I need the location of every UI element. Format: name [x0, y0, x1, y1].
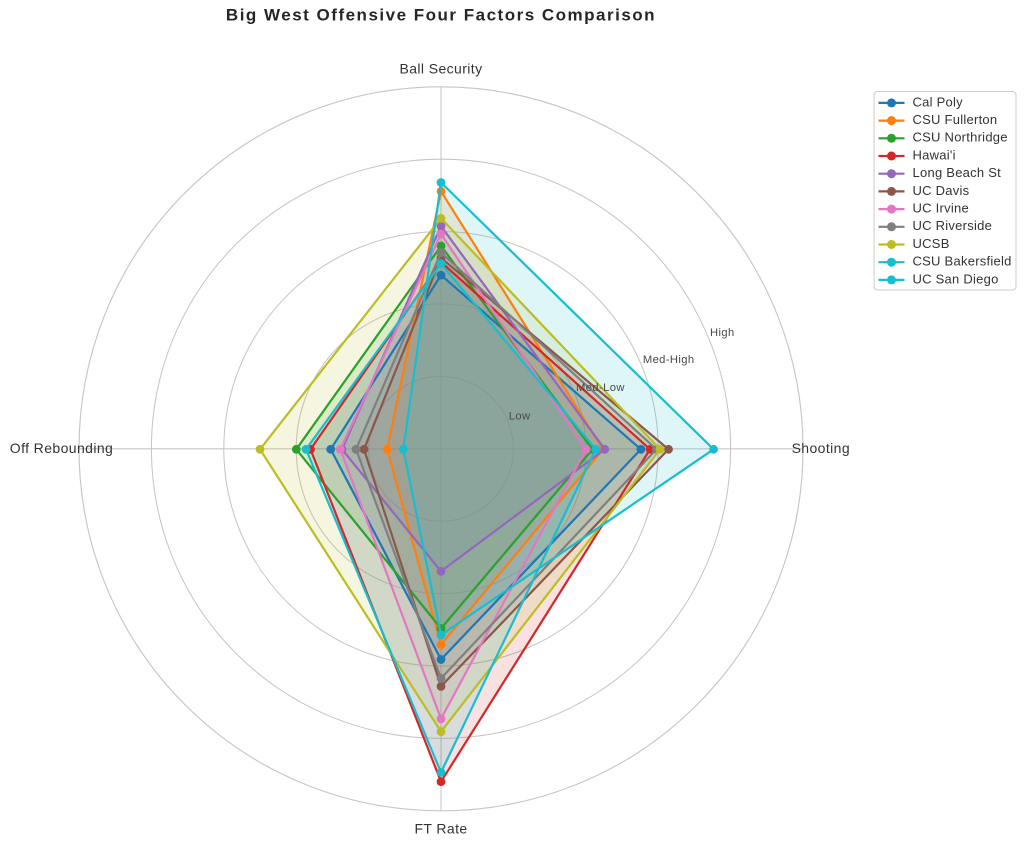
svg-text:Big West Offensive Four Factor: Big West Offensive Four Factors Comparis…	[226, 6, 656, 25]
svg-text:Long Beach St: Long Beach St	[913, 165, 1002, 180]
svg-text:CSU Bakersfield: CSU Bakersfield	[913, 254, 1012, 269]
svg-text:Hawai'i: Hawai'i	[913, 147, 956, 162]
svg-text:UC Riverside: UC Riverside	[913, 218, 993, 233]
svg-text:Off Rebounding: Off Rebounding	[10, 440, 113, 456]
svg-text:Shooting: Shooting	[792, 440, 850, 456]
svg-text:UC Irvine: UC Irvine	[913, 201, 969, 216]
svg-text:Ball Security: Ball Security	[399, 61, 482, 77]
svg-text:UC San Diego: UC San Diego	[913, 271, 999, 286]
svg-text:UC Davis: UC Davis	[913, 183, 970, 198]
svg-text:UCSB: UCSB	[913, 236, 950, 251]
svg-text:Low: Low	[509, 410, 531, 422]
svg-text:CSU Fullerton: CSU Fullerton	[913, 112, 998, 127]
svg-text:Med-Low: Med-Low	[576, 382, 625, 394]
svg-text:High: High	[710, 327, 735, 339]
svg-text:Med-High: Med-High	[643, 354, 695, 366]
svg-text:FT Rate: FT Rate	[414, 820, 467, 836]
svg-text:Cal Poly: Cal Poly	[913, 94, 964, 109]
svg-text:CSU Northridge: CSU Northridge	[913, 130, 1008, 145]
